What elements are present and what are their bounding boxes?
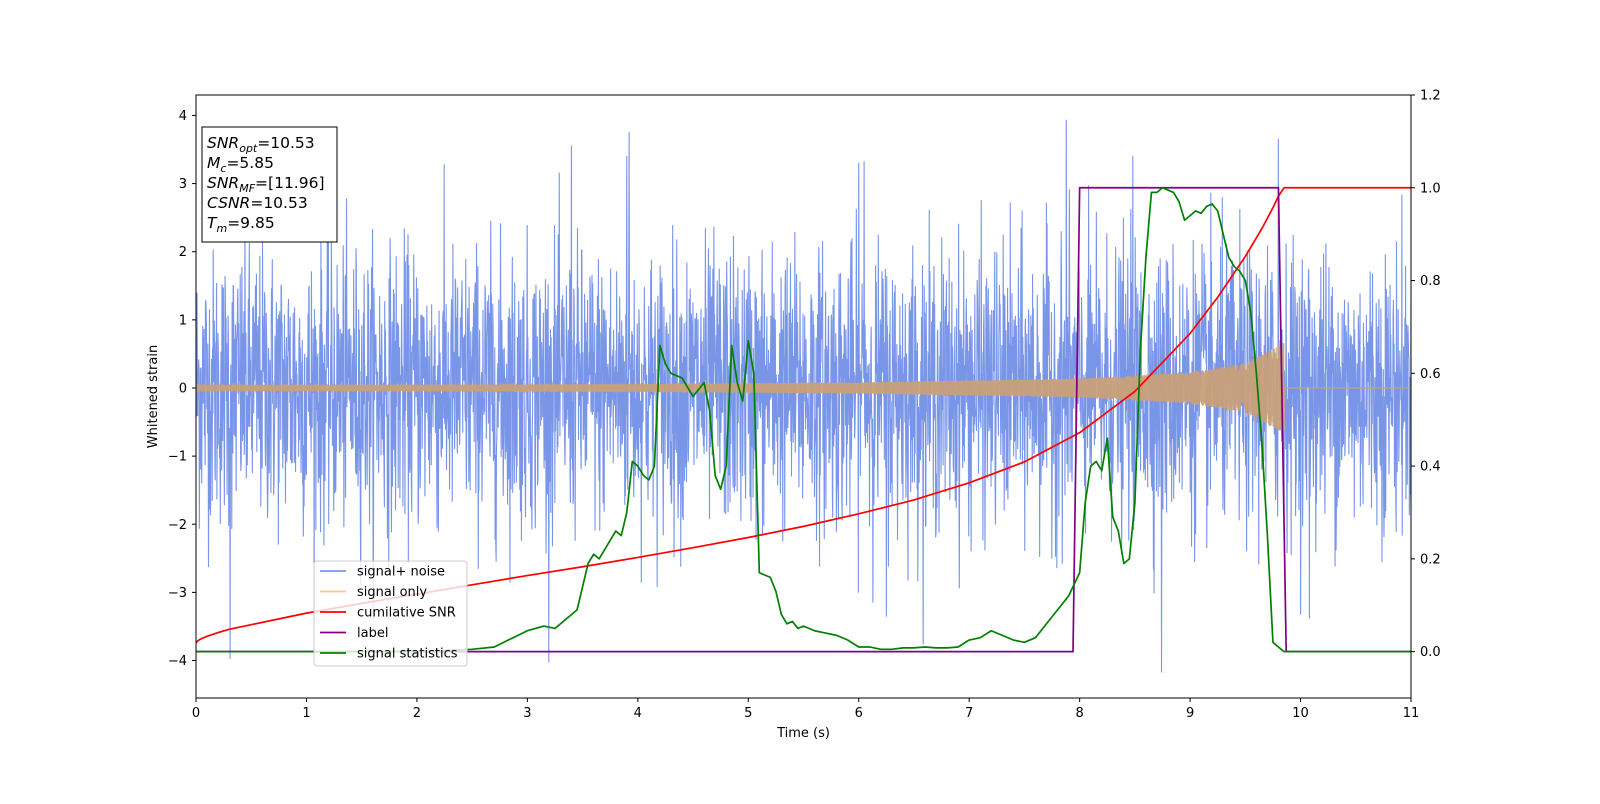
- y-tick-label-right: 0.6: [1420, 367, 1441, 382]
- y-tick-label-right: 1.2: [1420, 89, 1441, 104]
- x-tick-label: 6: [855, 706, 863, 721]
- axes-frame: [195, 94, 1412, 699]
- x-tick-label: 7: [965, 706, 973, 721]
- legend-label: signal+ noise: [357, 565, 445, 580]
- y-tick-label-right: 0.0: [1420, 645, 1441, 660]
- y-tick-label-left: 3: [179, 177, 187, 192]
- y-tick-label-left: −1: [168, 450, 187, 465]
- y-tick-label-left: 0: [179, 381, 187, 396]
- x-tick-label: 0: [192, 706, 200, 721]
- x-tick-label: 3: [523, 706, 531, 721]
- x-tick-label: 9: [1186, 706, 1194, 721]
- x-tick-label: 4: [634, 706, 642, 721]
- y-tick-label-left: −2: [168, 518, 187, 533]
- y-tick-label-left: 4: [179, 109, 187, 124]
- legend-label: signal statistics: [357, 647, 458, 662]
- y-tick-label-left: 1: [179, 313, 187, 328]
- x-tick-label: 10: [1292, 706, 1309, 721]
- plot-area: [196, 119, 1411, 673]
- x-tick-label: 2: [413, 706, 421, 721]
- legend-frame: [313, 560, 468, 667]
- y-tick-label-right: 0.4: [1420, 460, 1441, 475]
- info-line: SNRMF=[11.96]: [207, 174, 325, 195]
- x-tick-label: 1: [302, 706, 310, 721]
- y-tick-label-left: 2: [179, 245, 187, 260]
- info-line: CSNR=10.53: [207, 194, 308, 212]
- legend: signal+ noise signal only cumilative SNR la…: [313, 560, 468, 667]
- x-tick-label: 8: [1075, 706, 1083, 721]
- series-signal-statistics: [196, 186, 1411, 653]
- legend-label: label: [357, 626, 388, 641]
- y-tick-label-right: 0.2: [1420, 552, 1441, 567]
- y-axis-label: Whitened strain: [146, 345, 161, 448]
- series-signal-noise: [196, 119, 1411, 673]
- info-box: SNRopt=10.53Mc=5.85SNRMF=[11.96]CSNR=10.…: [201, 126, 338, 243]
- y-tick-label-right: 0.8: [1420, 274, 1441, 289]
- y-tick-label-right: 1.0: [1420, 181, 1441, 196]
- y-tick-label-left: −3: [168, 586, 187, 601]
- ticks: 0 1 2 3 4 5 6 7 8 9 10 11 −4 −3 −2 −1 0 1 2 3 4 0.0 0.2 0.4 0.6 0…: [168, 89, 1441, 722]
- x-axis-label: Time (s): [776, 726, 830, 741]
- info-box-frame: [201, 126, 338, 243]
- x-tick-label: 11: [1403, 706, 1420, 721]
- info-line: SNRopt=10.53: [207, 134, 315, 155]
- info-line: Mc=5.85: [207, 154, 274, 175]
- x-tick-label: 5: [744, 706, 752, 721]
- series-cumilative-snr: [196, 186, 1411, 644]
- legend-label: cumilative SNR: [357, 606, 456, 621]
- y-tick-label-left: −4: [168, 654, 187, 669]
- legend-label: signal only: [357, 585, 427, 600]
- info-line: Tm=9.85: [207, 214, 275, 235]
